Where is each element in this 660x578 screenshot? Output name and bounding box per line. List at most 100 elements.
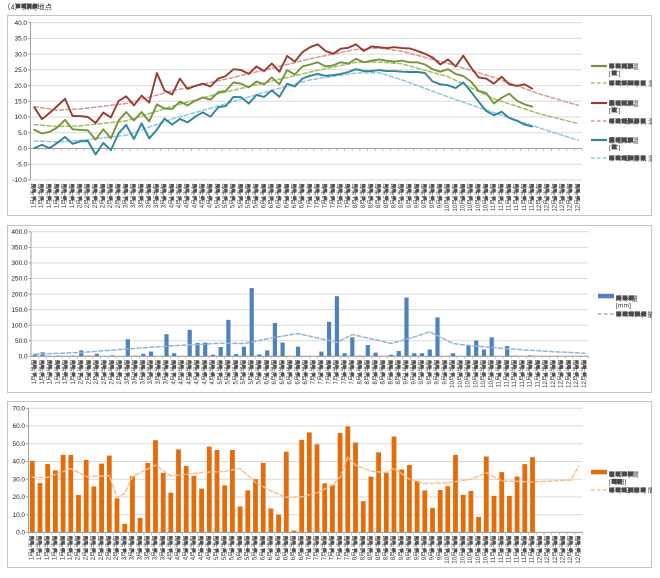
svg-text:2月5半旬: 2月5半旬 (108, 360, 116, 385)
svg-text:6月1半旬: 6月1半旬 (262, 360, 270, 385)
svg-text:3月5半旬: 3月5半旬 (151, 536, 159, 561)
svg-text:4月1半旬: 4月1半旬 (166, 536, 174, 561)
svg-text:4月4半旬: 4月4半旬 (190, 184, 198, 209)
svg-text:9月4半旬: 9月4半旬 (420, 184, 428, 209)
svg-text:60.0: 60.0 (13, 423, 26, 430)
svg-text:5月2半旬: 5月2半旬 (220, 536, 228, 561)
svg-text:5月6半旬: 5月6半旬 (251, 536, 259, 561)
svg-text:7月2半旬: 7月2半旬 (313, 184, 321, 209)
svg-text:2月2半旬: 2月2半旬 (83, 184, 91, 209)
svg-text:9月3半旬: 9月3半旬 (412, 536, 420, 561)
svg-text:150.0: 150.0 (12, 307, 28, 314)
svg-text:8月5半旬: 8月5半旬 (386, 360, 394, 385)
svg-text:1月4半旬: 1月4半旬 (51, 536, 59, 561)
svg-text:8月6半旬: 8月6半旬 (389, 536, 397, 561)
svg-text:7月4半旬: 7月4半旬 (328, 184, 336, 209)
svg-text:2月6半旬: 2月6半旬 (114, 184, 122, 209)
svg-text:100.0: 100.0 (12, 322, 28, 329)
svg-text:9月6半旬: 9月6半旬 (435, 536, 443, 561)
svg-text:10.0: 10.0 (15, 114, 28, 121)
svg-text:3月6半旬: 3月6半旬 (162, 360, 170, 385)
svg-text:9月3半旬: 9月3半旬 (413, 184, 421, 209)
svg-text:0.0: 0.0 (16, 530, 25, 537)
svg-text:3月1半旬: 3月1半旬 (120, 536, 128, 561)
svg-text:10.0: 10.0 (13, 512, 26, 519)
svg-text:1月2半旬: 1月2半旬 (37, 184, 45, 209)
svg-text:4月6半旬: 4月6半旬 (205, 536, 213, 561)
svg-text:1月6半旬: 1月6半旬 (68, 184, 76, 209)
svg-text:50.0: 50.0 (13, 441, 26, 448)
svg-text:9月4半旬: 9月4半旬 (425, 360, 433, 385)
svg-text:6月6半旬: 6月6半旬 (297, 536, 305, 561)
svg-text:5月2半旬: 5月2半旬 (224, 360, 232, 385)
svg-text:6月1半旬: 6月1半旬 (259, 184, 267, 209)
svg-text:8月2半旬: 8月2半旬 (359, 184, 367, 209)
svg-text:4月6半旬: 4月6半旬 (208, 360, 216, 385)
svg-text:250.0: 250.0 (12, 276, 28, 283)
svg-text:8月6半旬: 8月6半旬 (394, 360, 402, 385)
svg-text:1月4半旬: 1月4半旬 (53, 184, 61, 209)
svg-text:7月5半旬: 7月5半旬 (340, 360, 348, 385)
svg-text:1月5半旬: 1月5半旬 (58, 536, 66, 561)
svg-text:300.0: 300.0 (12, 260, 28, 267)
svg-text:9月2半旬: 9月2半旬 (405, 184, 413, 209)
svg-text:4月4半旬: 4月4半旬 (189, 536, 197, 561)
svg-text:4月4半旬: 4月4半旬 (193, 360, 201, 385)
svg-text:2月4半旬: 2月4半旬 (99, 184, 107, 209)
svg-text:5月5半旬: 5月5半旬 (243, 536, 251, 561)
svg-text:-10.0: -10.0 (12, 177, 27, 184)
svg-text:8月1半旬: 8月1半旬 (351, 536, 359, 561)
svg-text:3月2半旬: 3月2半旬 (128, 536, 136, 561)
svg-text:4月3半旬: 4月3半旬 (183, 184, 191, 209)
svg-text:9月5半旬: 9月5半旬 (433, 360, 441, 385)
svg-text:5月6半旬: 5月6半旬 (252, 184, 260, 209)
svg-text:7月3半旬: 7月3半旬 (324, 360, 332, 385)
svg-text:8月4半旬: 8月4半旬 (374, 184, 382, 209)
svg-text:7月6半旬: 7月6半旬 (348, 360, 356, 385)
svg-text:[mm]: [mm] (616, 302, 631, 309)
svg-text:8月5半旬: 8月5半旬 (382, 536, 390, 561)
svg-text:5月5半旬: 5月5半旬 (244, 184, 252, 209)
svg-text:4月5半旬: 4月5半旬 (197, 536, 205, 561)
svg-text:2月1半旬: 2月1半旬 (74, 536, 82, 561)
svg-text:2月3半旬: 2月3半旬 (92, 360, 100, 385)
svg-text:350.0: 350.0 (12, 245, 28, 252)
svg-text:4月2半旬: 4月2半旬 (174, 536, 182, 561)
svg-text:2月1半旬: 2月1半旬 (77, 360, 85, 385)
svg-text:5月4半旬: 5月4半旬 (235, 536, 243, 561)
svg-text:1月3半旬: 1月3半旬 (46, 360, 54, 385)
svg-text:9月3半旬: 9月3半旬 (417, 360, 425, 385)
svg-text:6月2半旬: 6月2半旬 (266, 536, 274, 561)
svg-text:2月1半旬: 2月1半旬 (76, 184, 84, 209)
svg-text:3月4半旬: 3月4半旬 (146, 360, 154, 385)
svg-text:7月1半旬: 7月1半旬 (305, 536, 313, 561)
svg-text:6月3半旬: 6月3半旬 (278, 360, 286, 385)
svg-text:40.0: 40.0 (15, 20, 28, 27)
svg-text:30.0: 30.0 (15, 51, 28, 58)
svg-text:平年降水量: 平年降水量 (616, 309, 652, 318)
svg-text:9月2半旬: 9月2半旬 (410, 360, 418, 385)
svg-text:7月1半旬: 7月1半旬 (305, 184, 313, 209)
svg-text:4月6半旬: 4月6半旬 (206, 184, 214, 209)
svg-text:400.0: 400.0 (12, 229, 28, 236)
svg-text:3月3半旬: 3月3半旬 (135, 536, 143, 561)
svg-text:0.0: 0.0 (19, 354, 28, 361)
svg-text:3月2半旬: 3月2半旬 (131, 360, 139, 385)
svg-text:8月2半旬: 8月2半旬 (363, 360, 371, 385)
svg-text:30.0: 30.0 (13, 476, 26, 483)
svg-text:2月3半旬: 2月3半旬 (89, 536, 97, 561)
svg-text:8月3半旬: 8月3半旬 (367, 184, 375, 209)
svg-text:6月3半旬: 6月3半旬 (274, 536, 282, 561)
svg-text:6月4半旬: 6月4半旬 (286, 360, 294, 385)
svg-text:5月5半旬: 5月5半旬 (247, 360, 255, 385)
svg-text:3月3半旬: 3月3半旬 (137, 184, 145, 209)
svg-text:7月2半旬: 7月2半旬 (312, 536, 320, 561)
svg-text:25.0: 25.0 (15, 67, 28, 74)
svg-text:1月3半旬: 1月3半旬 (45, 184, 53, 209)
svg-text:5月6半旬: 5月6半旬 (255, 360, 263, 385)
svg-text:9月4半旬: 9月4半旬 (420, 536, 428, 561)
svg-text:9月6半旬: 9月6半旬 (436, 184, 444, 209)
svg-text:3月6半旬: 3月6半旬 (160, 184, 168, 209)
svg-text:6月5半旬: 6月5半旬 (293, 360, 301, 385)
svg-text:6月2半旬: 6月2半旬 (267, 184, 275, 209)
